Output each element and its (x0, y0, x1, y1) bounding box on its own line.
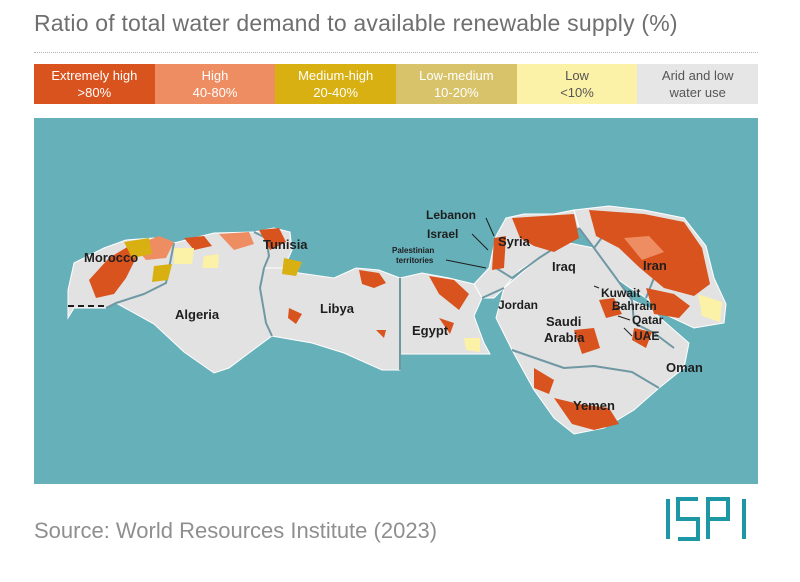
label-iraq: Iraq (552, 259, 576, 274)
legend-range: >80% (77, 85, 112, 100)
legend-label: Low-medium (419, 68, 494, 83)
country-borders (105, 227, 675, 389)
label-jordan: Jordan (498, 298, 538, 312)
legend-item-extremely-high: Extremely high >80% (34, 64, 155, 104)
legend-item-low-medium: Low-medium 10-20% (396, 64, 517, 104)
country-labels: Morocco Algeria Tunisia Libya Egypt Leba… (84, 208, 703, 413)
legend-label: Arid and low (661, 68, 734, 83)
label-israel: Israel (427, 227, 458, 241)
label-oman: Oman (666, 360, 703, 375)
chart-title: Ratio of total water demand to available… (34, 10, 678, 36)
leader-lines (445, 217, 633, 337)
legend-range: water use (669, 85, 726, 100)
label-egypt: Egypt (412, 323, 449, 338)
stress-low (174, 248, 722, 352)
label-libya: Libya (320, 301, 355, 316)
label-morocco: Morocco (84, 250, 138, 265)
legend-label: Low (565, 68, 589, 83)
label-iran: Iran (643, 258, 667, 273)
legend-label: Medium-high (298, 68, 374, 83)
legend-range: 20-40% (313, 85, 359, 100)
label-uae: UAE (634, 329, 659, 343)
label-lebanon: Lebanon (426, 208, 476, 222)
ispi-logo (664, 496, 758, 547)
stress-medium-high (124, 238, 302, 282)
ispi-logo-mark (666, 497, 746, 541)
legend-label: Extremely high (51, 68, 138, 83)
map-panel: Morocco Algeria Tunisia Libya Egypt Leba… (34, 118, 758, 484)
label-syria: Syria (498, 234, 531, 249)
source-note: Source: World Resources Institute (2023) (34, 518, 438, 543)
legend-item-low: Low <10% (516, 64, 638, 104)
label-palestinian-2: territories (396, 256, 434, 265)
label-saudi-2: Arabia (544, 330, 585, 345)
legend-item-medium-high: Medium-high 20-40% (275, 64, 397, 104)
label-saudi-1: Saudi (546, 314, 581, 329)
legend-range: 10-20% (433, 85, 479, 100)
label-kuwait: Kuwait (601, 286, 640, 300)
legend-item-arid: Arid and low water use (637, 64, 759, 104)
label-yemen: Yemen (573, 398, 615, 413)
label-palestinian-1: Palestinian (392, 246, 434, 255)
legend: Extremely high >80% High 40-80% Medium-h… (34, 64, 759, 104)
label-bahrain: Bahrain (612, 299, 657, 313)
legend-item-high: High 40-80% (154, 64, 276, 104)
label-qatar: Qatar (632, 313, 664, 327)
legend-label: High (201, 68, 229, 83)
legend-range: <10% (560, 85, 594, 100)
label-algeria: Algeria (175, 307, 220, 322)
legend-range: 40-80% (192, 85, 238, 100)
map-svg: Morocco Algeria Tunisia Libya Egypt Leba… (67, 205, 727, 435)
label-tunisia: Tunisia (263, 237, 308, 252)
title-divider (34, 52, 758, 53)
